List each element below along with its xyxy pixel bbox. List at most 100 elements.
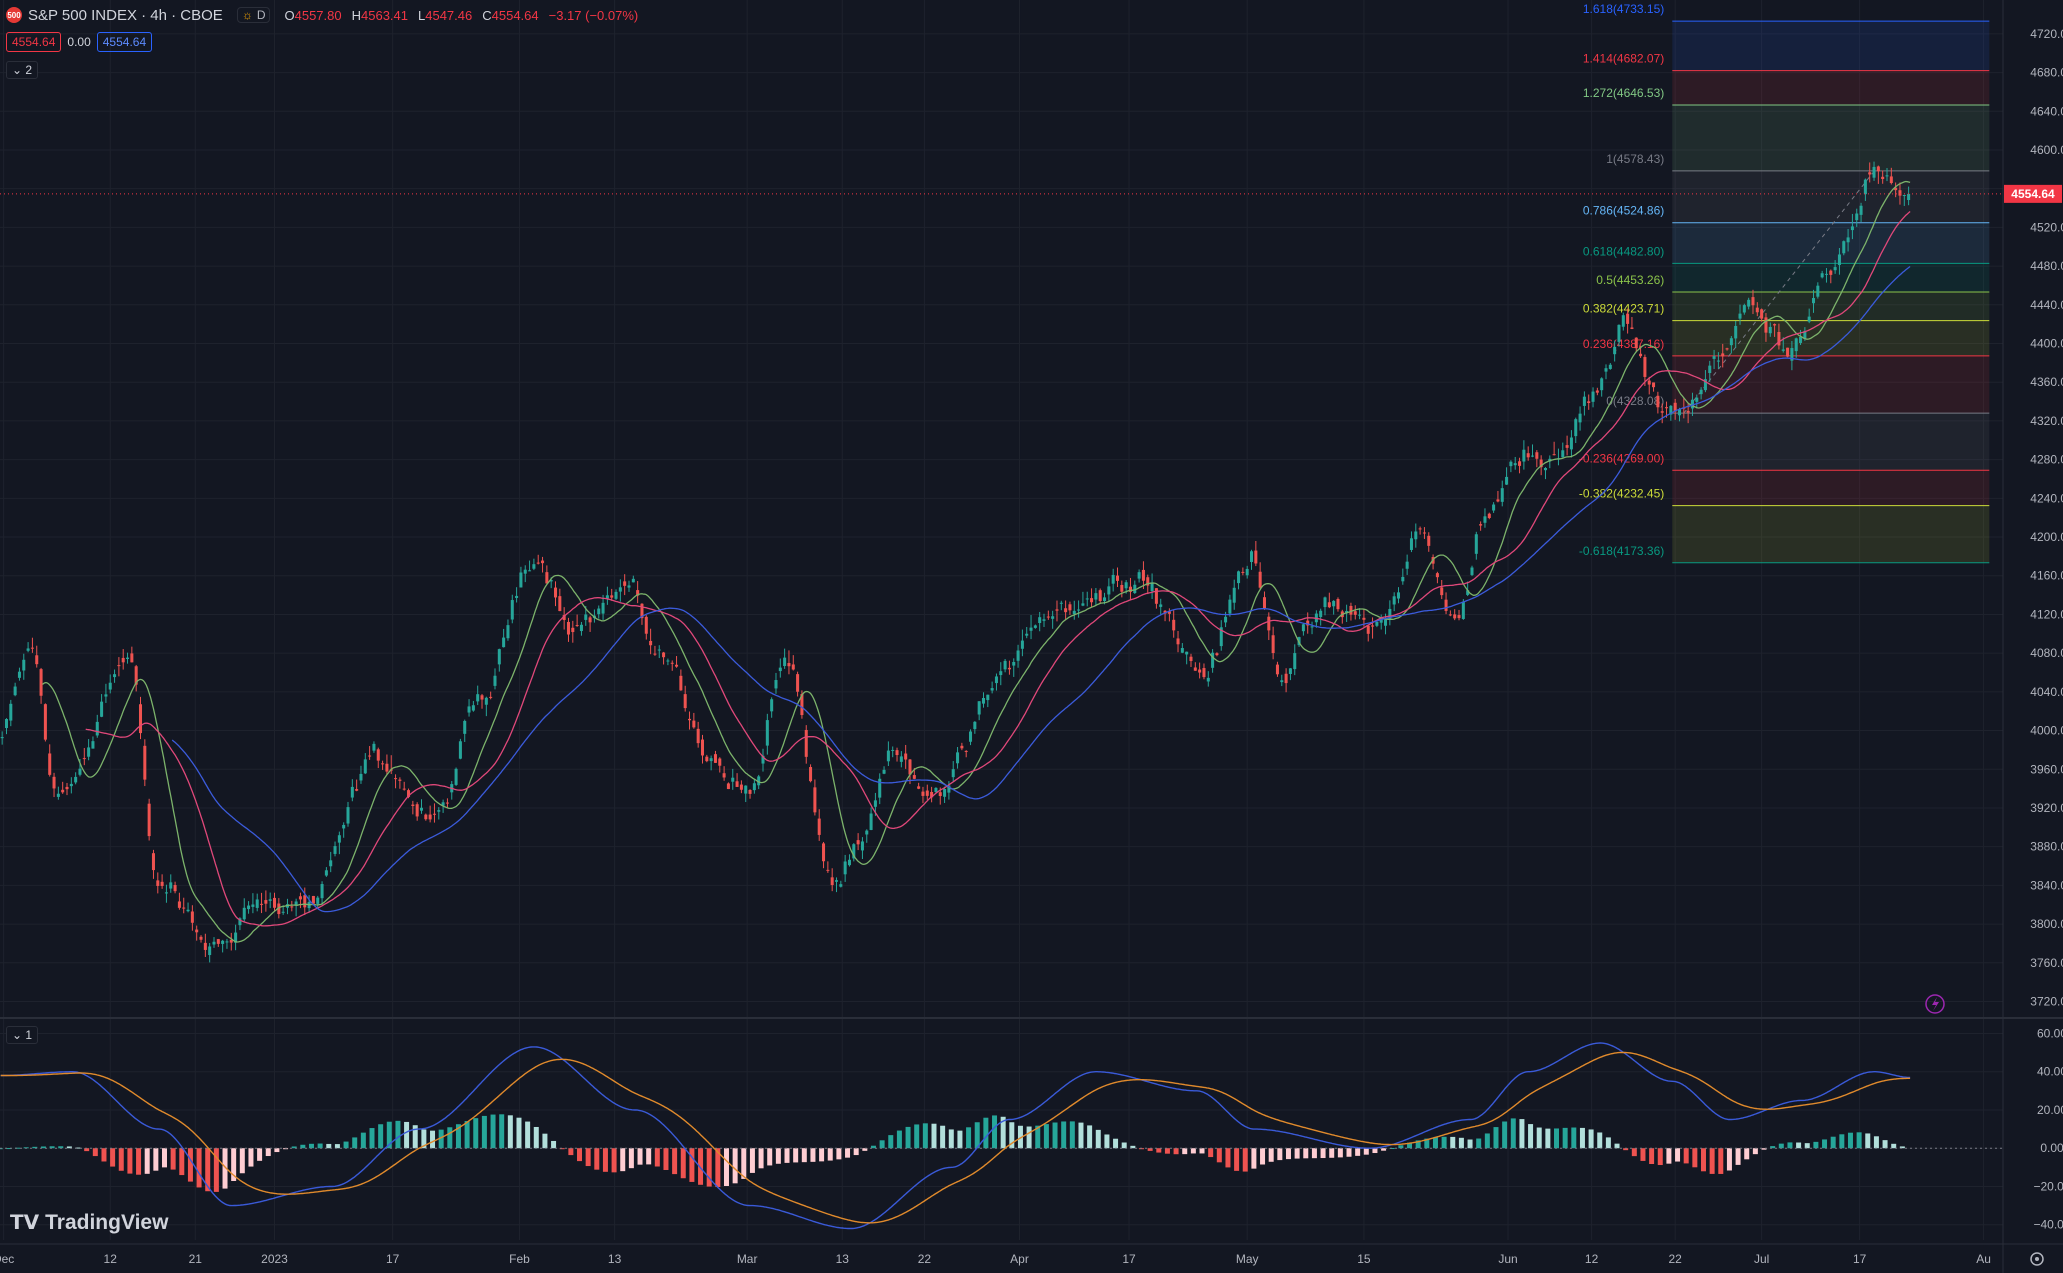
- histogram-bar: [291, 1146, 297, 1149]
- candle-body: [640, 603, 644, 619]
- candle-body: [943, 788, 947, 797]
- time-axis[interactable]: Dec 12 21 2023 17 Feb 13 Mar 13 22 Apr 17 May 15 Jun 12…: [0, 1252, 1991, 1266]
- candle-body: [610, 595, 614, 598]
- fib-level-label: -0.236(4269.00): [1579, 451, 1664, 465]
- settings-gear-icon[interactable]: [2030, 1252, 2044, 1266]
- candle-body: [61, 789, 65, 793]
- histogram-bar: [75, 1147, 81, 1149]
- histogram-bar: [1104, 1134, 1110, 1149]
- histogram-bar: [698, 1148, 704, 1185]
- candle-body: [1401, 576, 1405, 582]
- main-pane-collapse[interactable]: ⌄ 2: [6, 61, 39, 79]
- candle-body: [407, 790, 411, 797]
- histogram-bar: [1381, 1148, 1387, 1151]
- lightning-alert-icon[interactable]: [1925, 994, 1945, 1014]
- histogram-bar: [1545, 1128, 1551, 1149]
- candle-body: [696, 728, 700, 744]
- candle-body: [277, 903, 281, 915]
- histogram-bar: [680, 1148, 686, 1179]
- histogram-bar: [577, 1148, 583, 1162]
- candles[interactable]: [0, 161, 1911, 963]
- candle-body: [1215, 653, 1219, 656]
- candle-body: [1539, 459, 1543, 468]
- candle-body: [138, 704, 143, 734]
- histogram-bar: [1199, 1148, 1205, 1154]
- candle-body: [1306, 620, 1310, 626]
- candle-body: [108, 682, 112, 690]
- sell-price[interactable]: 4554.64: [6, 32, 62, 52]
- candle-body: [1033, 625, 1037, 628]
- candle-body: [791, 664, 795, 670]
- price-axis[interactable]: 4720.00 4680.00 4640.00 4600.00 4520.00 4480.…: [2030, 27, 2063, 1009]
- candle-body: [1820, 273, 1824, 278]
- delayed-data-icon: ☼: [241, 8, 253, 22]
- histogram-bar: [300, 1144, 306, 1149]
- ohlc-low: L4547.46: [418, 7, 473, 23]
- histogram-bar: [1061, 1121, 1067, 1149]
- candle-body: [1111, 574, 1115, 584]
- candle-body: [1003, 660, 1007, 670]
- time-tick-label: 12: [1585, 1252, 1599, 1266]
- candle-body: [1323, 597, 1327, 608]
- candle-body: [1816, 285, 1820, 297]
- price-tick-label: 3840.00: [2030, 878, 2063, 892]
- histogram-bar: [1320, 1148, 1326, 1159]
- candle-body: [1894, 187, 1898, 191]
- histogram-bar: [594, 1148, 600, 1170]
- candle-body: [1301, 624, 1305, 632]
- histogram-bar: [1761, 1148, 1767, 1150]
- last-price-tag: [2004, 184, 2062, 203]
- candle-body: [1453, 614, 1457, 619]
- histogram-bar: [1095, 1129, 1101, 1149]
- histogram-bar: [1260, 1148, 1266, 1165]
- candle-body: [260, 903, 264, 905]
- histogram-bar: [1891, 1143, 1897, 1149]
- candle-body: [329, 860, 333, 867]
- candle-body: [571, 627, 575, 633]
- candle-body: [160, 881, 164, 886]
- histogram-bar: [1614, 1143, 1620, 1149]
- oscillator-pane-collapse[interactable]: ⌄ 1: [6, 1026, 39, 1044]
- oscillator-axis[interactable]: 60.00 40.00 20.00 0.00 −20.00 −40.00: [2033, 1026, 2063, 1231]
- candle-body: [873, 800, 877, 807]
- signal-line[interactable]: [0, 1051, 1911, 1224]
- candle-body: [190, 911, 194, 923]
- candle-body: [1600, 378, 1604, 391]
- candle-body: [1535, 452, 1539, 459]
- candle-body: [255, 899, 259, 908]
- candle-body: [705, 756, 709, 762]
- histogram-bar: [870, 1145, 876, 1149]
- candle-body: [221, 940, 225, 944]
- candle-body: [212, 941, 216, 945]
- chart-header: 500 S&P 500 INDEX · 4h · CBOE ☼ D O4557.…: [6, 4, 638, 26]
- histogram-bar: [1873, 1136, 1879, 1149]
- candle-body: [938, 792, 942, 797]
- moving-average-20[interactable]: [85, 211, 1911, 927]
- macd-line[interactable]: [0, 1042, 1911, 1230]
- moving-average-40[interactable]: [171, 265, 1911, 913]
- data-mode-indicator[interactable]: ☼ D: [236, 7, 271, 23]
- candle-body: [216, 939, 220, 944]
- histogram-bar: [957, 1130, 963, 1149]
- candle-body: [1159, 604, 1163, 607]
- candle-body: [65, 786, 69, 790]
- macd-histogram[interactable]: [0, 1114, 1905, 1192]
- price-tick-label: 4400.00: [2030, 337, 2063, 351]
- candle-body: [1435, 573, 1439, 578]
- histogram-bar: [542, 1133, 548, 1149]
- candle-body: [1487, 513, 1491, 519]
- histogram-bar: [992, 1115, 998, 1149]
- candle-body: [428, 814, 432, 820]
- candle-body: [95, 721, 99, 736]
- moving-average-10[interactable]: [42, 180, 1911, 943]
- histogram-bar: [1225, 1148, 1231, 1168]
- candle-body: [822, 843, 826, 862]
- candle-body: [1353, 611, 1357, 615]
- buy-price[interactable]: 4554.64: [96, 32, 153, 52]
- candle-body: [1855, 213, 1859, 221]
- candle-body: [1803, 330, 1807, 339]
- osc-tick-label: −40.00: [2033, 1218, 2063, 1232]
- candle-body: [419, 807, 424, 811]
- symbol-title[interactable]: S&P 500 INDEX · 4h · CBOE: [28, 6, 223, 24]
